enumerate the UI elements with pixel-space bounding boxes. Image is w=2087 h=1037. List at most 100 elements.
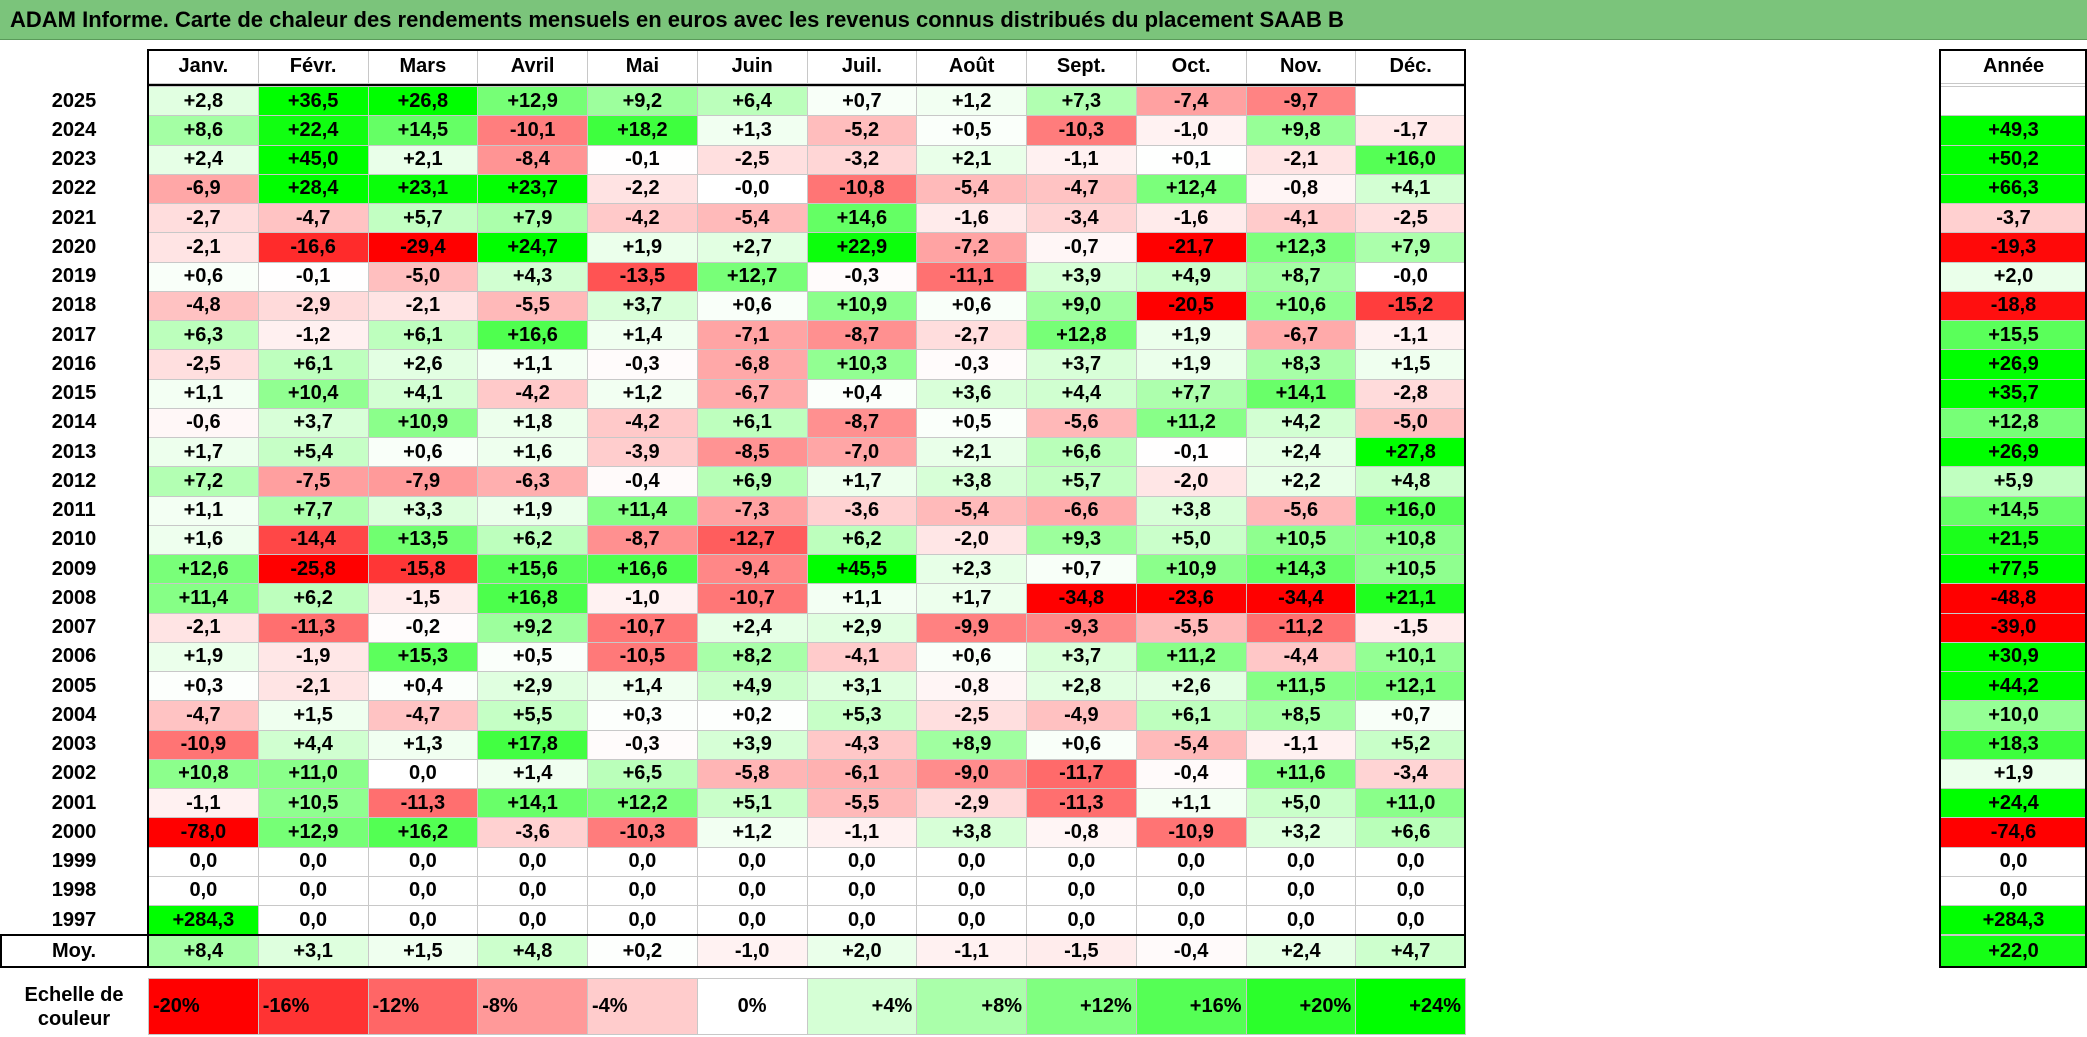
heatmap-cell: +15,3: [367, 641, 479, 672]
heatmap-cell: -78,0: [148, 817, 259, 848]
heatmap-cell: -2,0: [916, 524, 1027, 555]
annual-cell: +24,4: [1940, 788, 2087, 819]
heatmap-cell: +2,9: [806, 612, 918, 643]
heatmap-cell: -8,4: [477, 144, 588, 175]
average-cell: +4,7: [1355, 935, 1466, 967]
heatmap-cell: +10,8: [1355, 524, 1466, 555]
heatmap-cell: -10,1: [477, 115, 588, 146]
heatmap-cell: +14,6: [806, 203, 918, 234]
month-header: Févr.: [257, 49, 369, 84]
heatmap-cell: +11,6: [1245, 758, 1357, 789]
annual-cell: +5,9: [1940, 466, 2087, 497]
heatmap-cell: -0,7: [1026, 232, 1137, 263]
heatmap-cell: 0,0: [1245, 875, 1357, 906]
heatmap-cell: 0,0: [477, 905, 588, 936]
heatmap-cell: +18,2: [587, 115, 698, 146]
annual-cell: +14,5: [1940, 495, 2087, 526]
color-scale-swatch: +4%: [806, 978, 918, 1035]
annual-cell: +26,9: [1940, 437, 2087, 468]
heatmap-cell: -3,6: [806, 495, 918, 526]
heatmap-cell: -9,4: [696, 554, 808, 585]
heatmap-cell: +4,1: [367, 378, 479, 409]
heatmap-cell: -1,5: [1355, 612, 1466, 643]
heatmap-cell: -4,1: [1245, 203, 1357, 234]
year-label: 1999: [0, 846, 148, 877]
heatmap-cell: -11,2: [1245, 612, 1357, 643]
heatmap-cell: +5,1: [696, 788, 808, 819]
heatmap-cell: -3,9: [587, 437, 698, 468]
heatmap-cell: +1,8: [477, 407, 588, 438]
heatmap-cell: 0,0: [257, 905, 369, 936]
color-scale-swatch: 0%: [696, 978, 808, 1035]
heatmap-cell: +6,2: [477, 524, 588, 555]
heatmap-cell: +0,7: [806, 86, 918, 117]
heatmap-cell: -0,3: [806, 261, 918, 292]
heatmap-cell: +3,8: [916, 466, 1027, 497]
average-cell: -1,5: [1026, 935, 1137, 967]
year-label: 2024: [0, 115, 148, 146]
heatmap-cell: -1,0: [1135, 115, 1247, 146]
average-cell: -1,0: [696, 935, 808, 967]
heatmap-cell: +12,4: [1135, 173, 1247, 204]
heatmap-cell: -25,8: [257, 554, 369, 585]
heatmap-cell: -5,2: [806, 115, 918, 146]
heatmap-cell: +8,3: [1245, 349, 1357, 380]
heatmap-cell: +4,9: [1135, 261, 1247, 292]
heatmap-cell: +5,0: [1245, 788, 1357, 819]
heatmap-cell: +27,8: [1355, 437, 1466, 468]
heatmap-cell: +4,1: [1355, 173, 1466, 204]
heatmap-cell: +1,5: [257, 700, 369, 731]
heatmap-cell: -2,0: [1135, 466, 1247, 497]
heatmap-cell: 0,0: [1355, 875, 1466, 906]
heatmap-cell: +0,5: [916, 407, 1027, 438]
heatmap-cell: +0,6: [696, 290, 808, 321]
heatmap-cell: +1,1: [477, 349, 588, 380]
heatmap-cell: +10,9: [1135, 554, 1247, 585]
heatmap-cell: 0,0: [477, 846, 588, 877]
heatmap-cell: -6,6: [1026, 495, 1137, 526]
year-label: 2001: [0, 788, 148, 819]
heatmap-cell: 0,0: [806, 846, 918, 877]
heatmap-cell: -5,4: [916, 173, 1027, 204]
color-scale-swatch: -16%: [257, 978, 369, 1035]
heatmap-cell: -14,4: [257, 524, 369, 555]
heatmap-cell: -12,7: [696, 524, 808, 555]
heatmap-cell: -16,6: [257, 232, 369, 263]
heatmap-cell: +3,8: [916, 817, 1027, 848]
month-header: Juil.: [806, 49, 918, 84]
heatmap-cell: 0,0: [1026, 846, 1137, 877]
heatmap-cell: -0,1: [1135, 437, 1247, 468]
heatmap-cell: -8,7: [806, 320, 918, 351]
heatmap-cell: -2,1: [1245, 144, 1357, 175]
heatmap-cell: 0,0: [1135, 875, 1247, 906]
heatmap-cell: +1,2: [587, 378, 698, 409]
heatmap-cell: +11,2: [1135, 641, 1247, 672]
heatmap-cell: +11,4: [587, 495, 698, 526]
heatmap-cell: +2,2: [1245, 466, 1357, 497]
year-label: 2017: [0, 320, 148, 351]
heatmap-cell: -7,5: [257, 466, 369, 497]
heatmap-cell: -0,8: [1245, 173, 1357, 204]
heatmap-cell: +1,9: [148, 641, 259, 672]
heatmap-cell: 0,0: [587, 905, 698, 936]
heatmap-cell: +10,9: [367, 407, 479, 438]
average-cell: -1,1: [916, 935, 1027, 967]
heatmap-cell: -8,7: [806, 407, 918, 438]
color-scale-swatch: +20%: [1245, 978, 1357, 1035]
heatmap-cell: +16,2: [367, 817, 479, 848]
heatmap-cell: 0,0: [1135, 846, 1247, 877]
heatmap-cell: -15,8: [367, 554, 479, 585]
heatmap-cell: -5,5: [1135, 612, 1247, 643]
heatmap-cell: +5,0: [1135, 524, 1247, 555]
heatmap-cell: -5,6: [1245, 495, 1357, 526]
heatmap-cell: -1,1: [1026, 144, 1137, 175]
heatmap-cell: -6,9: [148, 173, 259, 204]
heatmap-cell: -0,3: [587, 349, 698, 380]
annual-cell: +18,3: [1940, 729, 2087, 760]
heatmap-cell: -2,5: [696, 144, 808, 175]
heatmap-cell: -11,3: [257, 612, 369, 643]
color-scale-swatch: -4%: [587, 978, 698, 1035]
heatmap-cell: +16,0: [1355, 495, 1466, 526]
color-scale-swatch: +16%: [1135, 978, 1247, 1035]
heatmap-cell: +4,8: [1355, 466, 1466, 497]
